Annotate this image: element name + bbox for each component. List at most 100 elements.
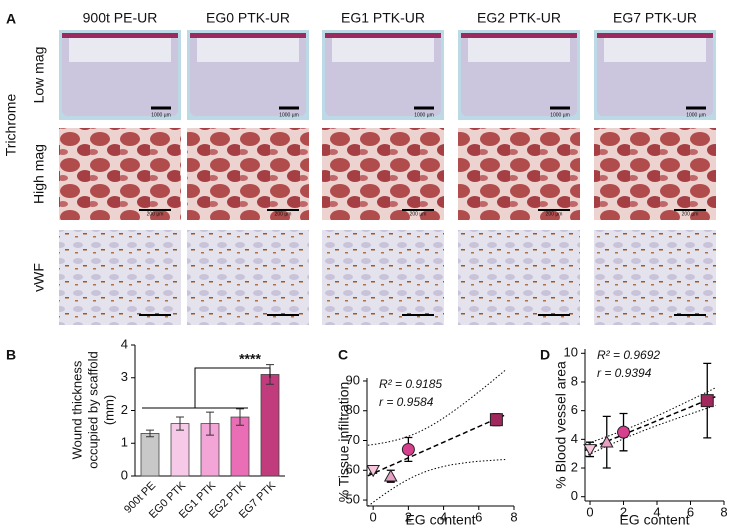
point [366,464,381,478]
micrograph [322,128,444,220]
point [401,442,415,456]
micrograph [187,128,309,220]
row-label: High mag [31,144,47,204]
micrograph [594,230,716,325]
y-tick-label: 1 [121,435,128,450]
point [617,425,631,439]
column-header: 900t PE-UR [83,10,158,26]
y-tick-label: 2 [121,402,128,417]
x-tick-label: 4 [440,509,447,524]
annotation: R² = 0.9185 [379,377,442,391]
scale-bar-label: 1000 µm [279,112,299,118]
x-axis-label: EG content [405,512,475,528]
error-bar [206,411,214,436]
x-tick-label: 4 [653,504,660,519]
panel-label: A [6,11,16,27]
point [700,394,714,408]
significance-label: **** [239,351,261,367]
confidence-band [367,369,506,446]
stain-label: Trichrome [3,94,19,157]
y-tick-label: 90 [346,372,360,387]
x-tick-label: 0 [586,504,593,519]
column-header: EG1 PTK-UR [341,10,425,26]
y-tick-label: 60 [346,462,360,477]
y-tick-label: 3 [121,369,128,384]
x-axis-label: EG content [619,512,689,528]
y-tick-label: 2 [571,459,578,474]
micrograph [458,230,580,325]
y-axis-label: (mm) [101,395,116,425]
bar [230,416,250,477]
y-tick-label: 0 [571,488,578,503]
significance-bracket [142,367,271,409]
y-tick-label: 0 [121,467,128,482]
micrograph [59,230,181,325]
x-tick-label: 6 [687,504,694,519]
bar [170,423,190,477]
scale-bar-label: 200 µm [410,211,427,217]
epidermis [325,33,441,38]
x-tick-label: 6 [475,509,482,524]
scale-bar-label: 1000 µm [151,112,171,118]
y-tick-label: 4 [571,431,578,446]
bar [260,374,280,477]
y-tick-label: 4 [121,336,128,351]
micrograph [187,230,309,325]
error-bar [236,408,244,426]
scaffold [69,36,171,62]
point [383,469,398,482]
scale-bar-label: 200 µm [682,211,699,217]
scale-bar-label: 200 µm [275,211,292,217]
x-tick-label: 0 [370,509,377,524]
micrograph [594,128,716,220]
point [583,444,597,457]
row-label: Low mag [31,47,47,104]
panel-label: B [6,347,16,363]
scaffold [604,36,706,62]
y-axis-label: occupied by scaffold [85,351,100,469]
scaffold [332,36,434,62]
scale-bar-label: 1000 µm [686,112,706,118]
row-label: vWF [31,263,47,292]
scale-bar-label: 200 µm [147,211,164,217]
y-tick-label: 50 [346,491,360,506]
epidermis [62,33,178,38]
error-bar [176,416,184,431]
x-tick-label: 8 [720,504,727,519]
y-axis-label: Wound thickness [69,360,84,459]
column-header: EG2 PTK-UR [477,10,561,26]
scaffold [197,36,299,62]
x-tick-label: 8 [510,509,517,524]
error-bar [146,429,154,438]
confidence-band [367,459,506,507]
point [599,435,614,448]
y-tick-label: 6 [571,402,578,417]
point [489,413,503,427]
x-tick-label: 2 [620,504,627,519]
epidermis [461,33,577,38]
micrograph [322,230,444,325]
scale-bar-label: 200 µm [546,211,563,217]
scale-bar-label: 1000 µm [414,112,434,118]
scale-bar-label: 1000 µm [550,112,570,118]
epidermis [597,33,713,38]
annotation: r = 0.9394 [597,366,652,380]
y-tick-label: 80 [346,402,360,417]
annotation: R² = 0.9692 [597,348,660,362]
column-header: EG7 PTK-UR [613,10,697,26]
scaffold [468,36,570,62]
micrographs [59,30,716,325]
column-header: EG0 PTK-UR [206,10,290,26]
y-tick-label: 10 [564,345,578,360]
y-axis-label: % Blood vessel area [553,361,569,489]
x-tick-label: 2 [405,509,412,524]
y-tick-label: 70 [346,432,360,447]
y-axis-label: % Tissue infiltration [336,382,352,503]
panel-label: D [540,347,550,363]
epidermis [190,33,306,38]
micrograph [59,128,181,220]
annotation: r = 0.9584 [379,395,434,409]
bar [140,433,160,477]
panel-label: C [338,347,348,363]
